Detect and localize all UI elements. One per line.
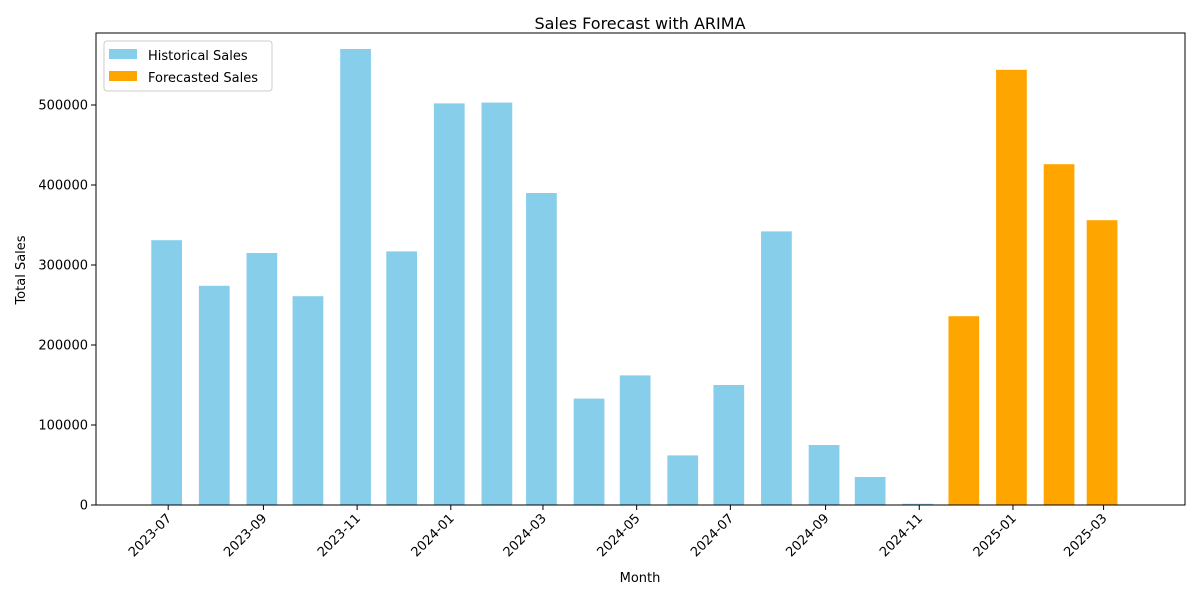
- historical-bar: [433, 103, 465, 506]
- forecast-bar: [1043, 164, 1075, 505]
- forecast-bar: [1086, 220, 1118, 505]
- bars-layer: [151, 49, 1118, 506]
- x-axis: 2023-07 2023-09 2023-11 2024-01 2024-03 2024-…: [126, 505, 1110, 560]
- historical-bar: [761, 231, 792, 505]
- historical-bar: [854, 477, 886, 505]
- legend-box: [103, 40, 273, 92]
- x-tick-label: 2023-09: [221, 511, 270, 560]
- historical-bar: [151, 240, 183, 505]
- historical-bar: [340, 49, 371, 505]
- y-tick-label: 200000: [38, 339, 88, 354]
- historical-bar: [667, 455, 699, 505]
- forecast-bar: [996, 69, 1027, 506]
- x-tick-label: 2023-07: [126, 511, 175, 560]
- x-tick-label: 2024-09: [783, 511, 832, 560]
- x-tick-label: 2024-05: [594, 511, 643, 560]
- plot-frame: [95, 32, 1186, 506]
- x-tick-label: 2023-11: [315, 511, 364, 560]
- x-tick-label: 2024-03: [501, 511, 550, 560]
- x-tick-label: 2024-11: [877, 511, 926, 560]
- x-axis-label: Month: [620, 571, 661, 586]
- y-tick-label: 500000: [38, 99, 88, 114]
- legend-swatch-forecast: [109, 71, 137, 81]
- historical-bar: [246, 253, 278, 505]
- historical-bar: [526, 193, 557, 505]
- historical-bar: [808, 445, 840, 505]
- historical-bar: [198, 285, 230, 505]
- legend-swatch-historical: [109, 49, 137, 59]
- historical-bar: [573, 398, 605, 505]
- historical-bar: [902, 503, 934, 505]
- y-tick-label: 0: [80, 499, 88, 514]
- legend-label-historical: Historical Sales: [148, 49, 248, 64]
- y-axis: 0 100000 200000 300000 400000 500000: [38, 99, 96, 514]
- forecast-bar: [948, 316, 980, 505]
- x-tick-label: 2025-03: [1061, 511, 1110, 560]
- legend-label-forecast: Forecasted Sales: [148, 71, 258, 86]
- legend: Historical Sales Forecasted Sales: [103, 40, 273, 92]
- historical-bar: [713, 385, 745, 505]
- y-tick-label: 100000: [38, 419, 88, 434]
- x-tick-label: 2024-07: [688, 511, 737, 560]
- x-tick-label: 2024-01: [409, 511, 458, 560]
- y-axis-label: Total Sales: [14, 235, 29, 305]
- historical-bar: [386, 251, 418, 505]
- chart-title: Sales Forecast with ARIMA: [534, 14, 745, 33]
- x-tick-label: 2025-01: [971, 511, 1020, 560]
- historical-bar: [619, 375, 651, 505]
- y-tick-label: 300000: [38, 259, 88, 274]
- historical-bar: [481, 102, 513, 505]
- y-tick-label: 400000: [38, 179, 88, 194]
- historical-bar: [292, 296, 324, 505]
